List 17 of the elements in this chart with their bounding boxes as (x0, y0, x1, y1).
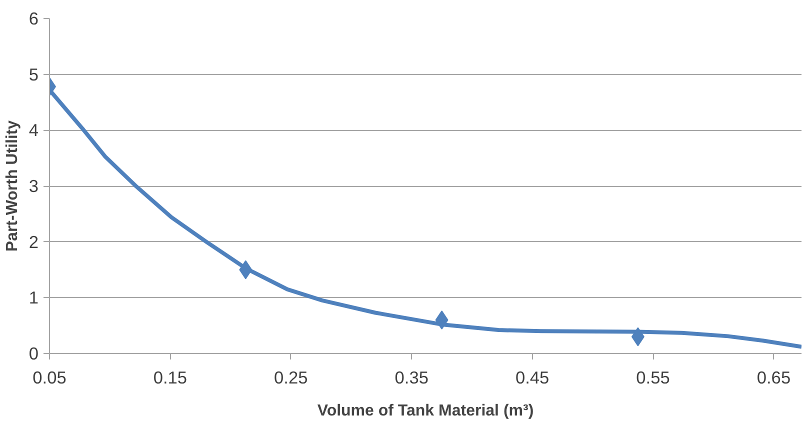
point (435, 310, 448, 330)
y-tick-label: 3 (28, 176, 39, 196)
y-tick-label: 0 (28, 344, 39, 364)
x-tick-label: 0.35 (394, 368, 428, 388)
y-tick-label: 2 (28, 232, 39, 252)
y-axis-title: Part-Worth Utility (4, 120, 21, 252)
y-tick-label: 1 (28, 288, 39, 308)
x-tick-label: 0.15 (153, 368, 188, 388)
y-tick-label: 5 (28, 64, 39, 84)
x-axis-title: Volume of Tank Material (m³) (317, 402, 534, 420)
y-tick-label: 6 (28, 8, 39, 28)
y-tick-label: 4 (28, 120, 39, 140)
x-tick-label: 0.45 (515, 368, 550, 388)
x-tick-label: 0.25 (274, 368, 308, 388)
x-tick-label: 0.05 (32, 368, 66, 388)
x-tick-label: 0.55 (636, 368, 670, 388)
x-tick-label: 0.65 (756, 368, 791, 388)
